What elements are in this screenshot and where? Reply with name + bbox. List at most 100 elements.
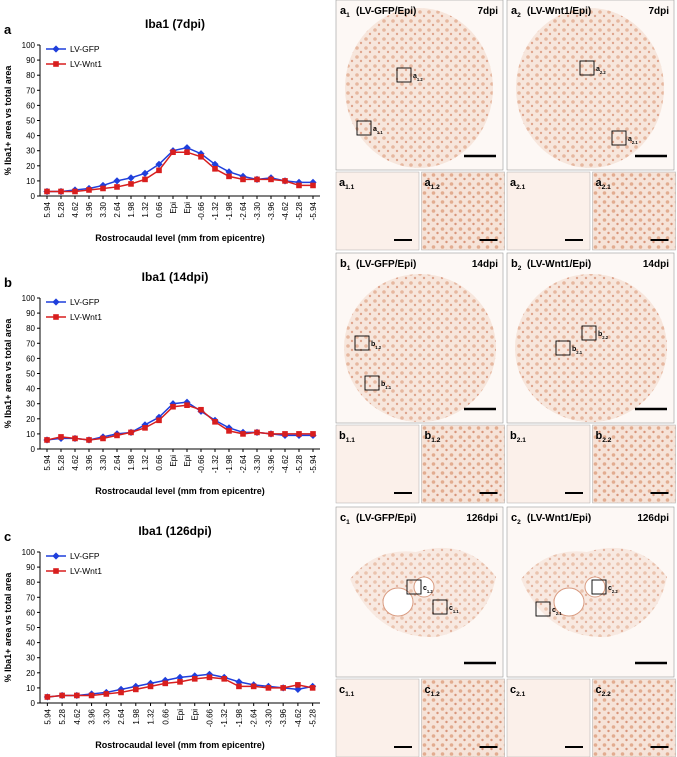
x-tick-label: -5.28 [295,454,304,473]
x-tick-label: Epi [183,455,192,467]
letter: c [423,585,427,592]
marker [170,403,176,410]
x-tick-label: Epi [169,202,178,214]
caption: (LV-Wnt1/Epi) [527,513,591,524]
panel-id: b2 [511,258,522,272]
marker [103,691,110,697]
x-tick-label: -3.96 [267,454,276,473]
letter: b [339,430,346,442]
subscript: 1.2 [417,77,423,82]
y-tick-label: 10 [26,684,35,693]
inset-image [421,424,505,504]
inset: c1.2 [421,678,505,757]
y-tick-label: 40 [26,132,35,141]
panel-id: a2.1 [596,177,612,191]
legend-label: LV-Wnt1 [70,312,102,322]
subscript: 1.2 [431,184,440,191]
chart-title: Iba1 (7dpi) [145,17,205,31]
x-tick-label: 1.32 [141,201,150,217]
roi-box [579,60,595,76]
letter: b [425,430,432,442]
panel-label: c [4,529,11,544]
y-tick-label: 0 [31,192,36,201]
y-tick-label: 80 [26,71,35,80]
panel-id: c2.2 [596,684,612,698]
marker [44,694,51,700]
x-tick-label: 5.28 [57,454,66,470]
x-tick-label: -5.94 [309,201,318,220]
y-tick-label: 0 [31,699,36,708]
x-tick-label: 4.62 [73,708,82,724]
x-tick-label: Epi [191,709,200,721]
marker [114,184,120,190]
roi-box [356,120,372,136]
subscript: 2.1 [517,437,526,444]
marker [294,685,302,694]
marker [52,298,60,306]
y-tick-label: 50 [26,370,35,379]
marker [177,679,183,685]
y-tick-label: 70 [26,339,35,348]
x-tick-label: 5.28 [57,201,66,217]
inset: a1.1 [335,171,420,251]
letter: a [339,177,346,189]
y-tick-label: 100 [22,548,36,557]
subscript: 2.1 [516,184,525,191]
letter: c [552,607,556,614]
x-tick-label: -3.96 [279,708,288,727]
marker [162,680,169,687]
letter: c [608,585,612,592]
x-tick-label: -3.30 [264,708,273,727]
panel-id: b2.2 [596,430,612,444]
x-tick-label: Epi [183,202,192,214]
roi-box [354,335,370,351]
caption: (LV-Wnt1/Epi) [527,6,591,17]
letter: c [340,512,346,524]
marker [59,692,65,699]
y-tick-label: 30 [26,400,35,409]
marker [142,176,148,183]
x-tick-label: 2.64 [117,708,126,724]
caption: (LV-GFP/Epi) [356,6,416,17]
inset: c2.2 [592,678,676,757]
inset-image [335,171,420,251]
x-tick-label: -1.98 [225,454,234,473]
caption: (LV-GFP/Epi) [356,259,416,270]
x-tick-label: 1.32 [147,708,156,724]
marker [254,429,260,436]
marker [254,176,260,183]
x-tick-label: -0.66 [197,454,206,473]
roi-box [364,375,380,391]
marker [52,45,60,53]
x-tick-label: 3.96 [88,708,97,724]
roi-box [396,67,412,83]
marker [235,678,243,686]
roi-box [555,340,571,356]
inset-image [506,424,591,504]
subscript: 2 [517,519,521,526]
letter: a [510,177,517,189]
letter: c [596,684,602,696]
marker [53,61,59,67]
subscript: 2.1 [516,691,525,698]
subscript: 1 [346,12,350,19]
x-tick-label: -5.94 [309,454,318,473]
timepoint: 7dpi [648,6,669,17]
letter: c [425,684,431,696]
marker [170,149,176,156]
inset-image [592,678,676,757]
marker [155,160,163,168]
y-tick-label: 0 [31,445,36,454]
timepoint: 14dpi [472,259,498,270]
marker [132,686,139,693]
subscript: 1.2 [431,691,440,698]
y-tick-label: 90 [26,563,35,572]
inset: a1.2 [421,171,505,251]
panel-label: b [4,275,12,290]
marker [280,685,286,691]
legend-label: LV-GFP [70,44,100,54]
y-tick-label: 60 [26,354,35,363]
inset: b1.2 [421,424,505,504]
